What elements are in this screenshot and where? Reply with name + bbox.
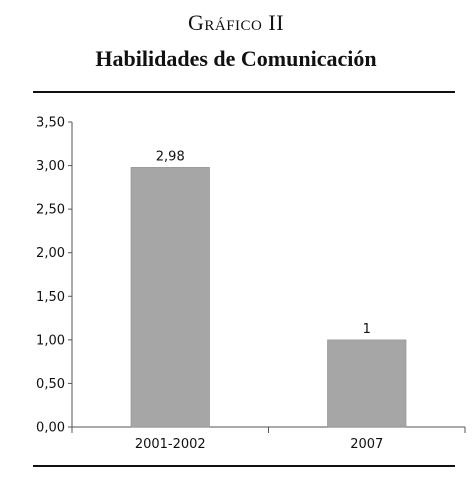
bar-value-label: 1 (363, 322, 371, 337)
y-tick-label: 2,00 (36, 246, 65, 261)
chart-title: Habilidades de Comunicación (95, 46, 377, 71)
y-tick-label: 2,50 (36, 203, 65, 218)
top-rule (33, 91, 455, 93)
bottom-rule (33, 465, 455, 467)
bar-value-label: 2,98 (156, 149, 185, 164)
y-tick-label: 3,00 (36, 159, 65, 174)
y-tick-label: 1,00 (36, 333, 65, 348)
y-tick-label: 0,50 (36, 377, 65, 392)
bar-2007 (327, 339, 407, 428)
chart-bars (130, 167, 407, 428)
chart-kicker: Gráfico II (187, 10, 285, 35)
y-tick-label: 3,50 (36, 116, 65, 131)
y-tick-label: 0,00 (36, 421, 65, 436)
chart-labels: 0,00 0,50 1,00 1,50 2,00 2,50 3,00 3,50 2,98 2001… (36, 116, 383, 453)
y-tick-label: 1,50 (36, 290, 65, 305)
x-category-label: 2007 (350, 437, 383, 452)
bar-2001-2002 (130, 167, 210, 428)
x-category-label: 2001-2002 (135, 437, 206, 452)
